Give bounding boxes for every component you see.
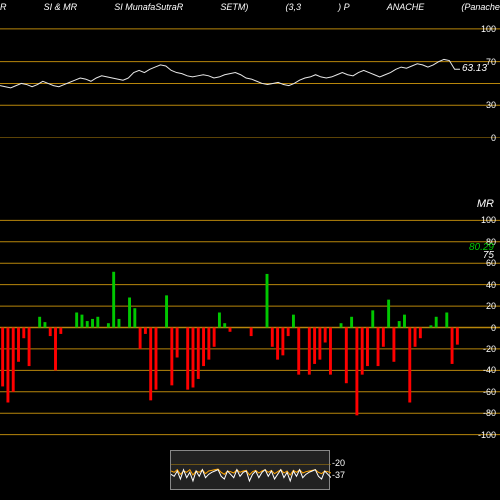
thumbnail-panel: [170, 450, 330, 490]
rsi-tick-70: 70: [486, 57, 496, 67]
hist-tick--40: -40: [483, 365, 496, 375]
hdr-4: (3,3: [286, 2, 302, 16]
hdr-1: SI & MR: [44, 2, 78, 16]
hist-tick-20: 20: [486, 301, 496, 311]
hdr-0: R: [0, 2, 7, 16]
rsi-current-value: 63.13: [462, 63, 487, 74]
rsi-tick-30: 30: [486, 100, 496, 110]
hdr-7: (Panache: [461, 2, 500, 16]
histogram-panel: [0, 215, 500, 440]
hdr-5: ) P: [338, 2, 350, 16]
hist-tick--20: -20: [483, 344, 496, 354]
hist-value-1: 75: [483, 250, 494, 261]
hdr-3: SETM): [220, 2, 248, 16]
hdr-2: SI MunafaSutraR: [114, 2, 183, 16]
header-bar: R SI & MR SI MunafaSutraR SETM) (3,3 ) P…: [0, 2, 500, 16]
rsi-tick-100: 100: [481, 24, 496, 34]
hist-tick-0: 0: [491, 323, 496, 333]
hist-tick--60: -60: [483, 387, 496, 397]
thumb-tick--37: -37: [332, 470, 345, 480]
hist-tick--100: -100: [478, 430, 496, 440]
mr-label: MR: [477, 198, 494, 210]
rsi-tick-0: 0: [491, 133, 496, 143]
hist-tick--80: -80: [483, 408, 496, 418]
thumb-tick--20: -20: [332, 458, 345, 468]
hdr-6: ANACHE: [387, 2, 425, 16]
hist-tick-100: 100: [481, 215, 496, 225]
hist-tick-40: 40: [486, 280, 496, 290]
rsi-panel: [0, 18, 500, 138]
